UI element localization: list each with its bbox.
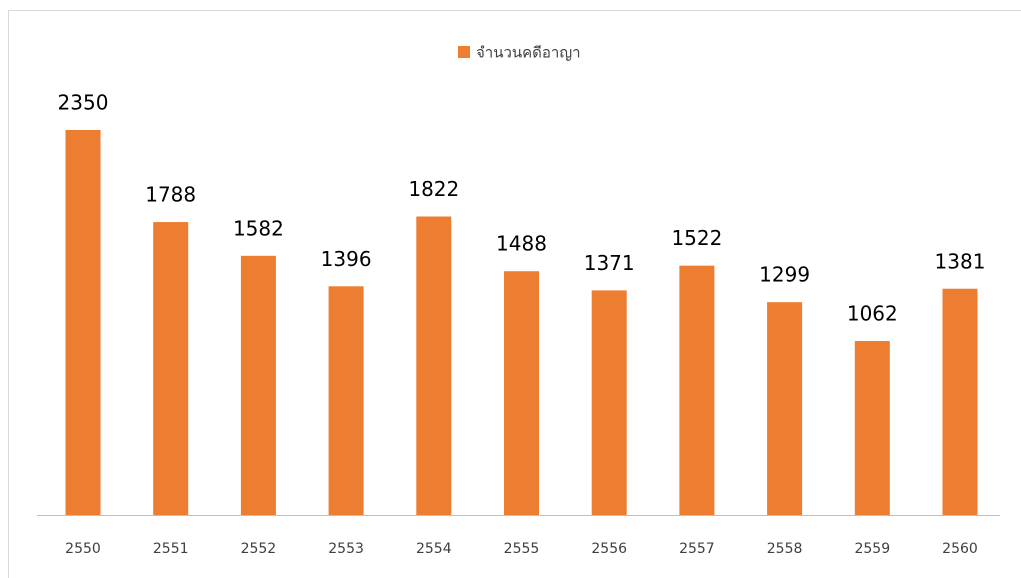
data-label: 1582 <box>233 216 284 240</box>
x-tick-label: 2551 <box>153 541 189 557</box>
data-label: 1299 <box>759 263 810 287</box>
bar <box>240 255 276 515</box>
data-label: 1371 <box>584 251 635 275</box>
bar <box>416 216 452 515</box>
x-tick-label: 2556 <box>591 541 627 557</box>
bar <box>153 222 189 516</box>
data-label: 1522 <box>671 226 722 250</box>
data-label: 1788 <box>145 183 196 207</box>
bar <box>854 341 890 515</box>
x-tick-label: 2557 <box>679 541 715 557</box>
bar <box>679 265 715 515</box>
x-tick-label: 2552 <box>241 541 277 557</box>
x-tick-label: 2553 <box>328 541 364 557</box>
x-tick-label: 2559 <box>854 541 890 557</box>
bar <box>328 286 364 515</box>
bar <box>504 271 539 515</box>
bar <box>767 302 803 515</box>
bar <box>65 130 101 515</box>
bar <box>942 288 978 515</box>
data-label: 1822 <box>408 177 459 201</box>
data-label: 1381 <box>935 249 986 273</box>
data-label: 1488 <box>496 232 547 256</box>
data-label: 1396 <box>321 247 372 271</box>
data-label: 2350 <box>58 91 109 115</box>
x-tick-label: 2554 <box>416 541 452 557</box>
data-label: 1062 <box>847 302 898 326</box>
x-tick-label: 2560 <box>942 541 978 557</box>
x-tick-label: 2555 <box>504 541 540 557</box>
x-tick-label: 2558 <box>767 541 803 557</box>
legend-label: จำนวนคดีอาญา <box>476 44 581 62</box>
bar <box>591 290 627 515</box>
x-tick-label: 2550 <box>65 541 101 557</box>
legend-swatch <box>458 46 470 58</box>
